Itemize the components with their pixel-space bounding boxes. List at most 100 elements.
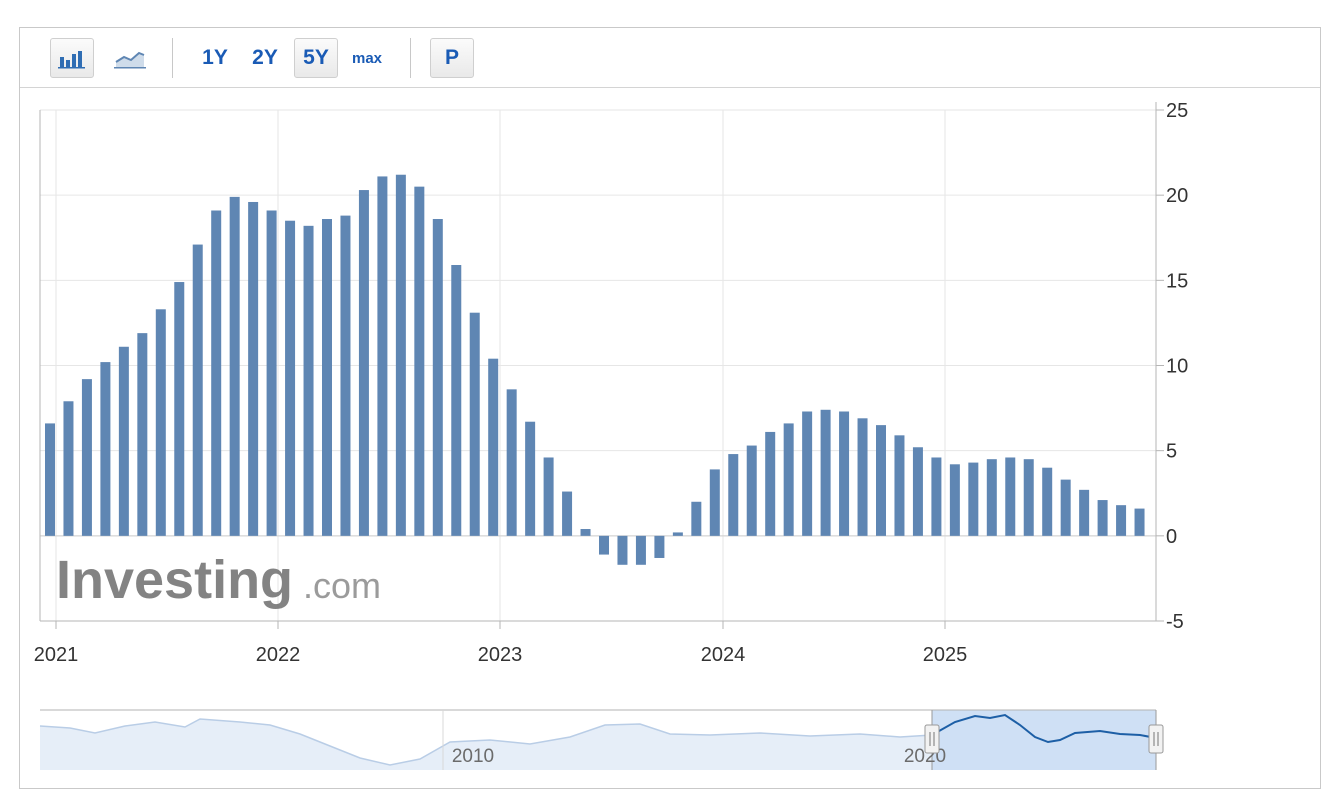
toolbar-separator xyxy=(172,38,173,78)
bar xyxy=(672,532,683,536)
bar xyxy=(525,421,536,536)
bar xyxy=(395,174,406,536)
bar xyxy=(746,445,757,536)
bar xyxy=(894,435,905,536)
bar xyxy=(562,491,573,536)
y-tick-label: 20 xyxy=(1166,185,1188,207)
range-max-button[interactable]: max xyxy=(351,49,383,67)
bar xyxy=(488,358,499,536)
bar xyxy=(266,210,277,536)
bar xyxy=(635,535,646,565)
bar xyxy=(81,379,92,536)
bar xyxy=(303,225,314,536)
toolbar-separator xyxy=(410,38,411,78)
navigator-tick-label: 2010 xyxy=(452,746,494,767)
x-tick-label: 2023 xyxy=(478,644,523,666)
bar xyxy=(358,190,369,536)
y-tick-label: 15 xyxy=(1166,270,1188,292)
navigator[interactable]: 2010 2020 xyxy=(39,709,1164,770)
bar xyxy=(100,362,111,536)
y-tick-label: -5 xyxy=(1166,611,1184,633)
grid xyxy=(40,109,1156,622)
watermark-suffix: .com xyxy=(303,565,381,606)
x-tick-label: 2025 xyxy=(923,644,968,666)
bar xyxy=(1116,505,1127,536)
chart-toolbar: 1Y 2Y 5Y max P xyxy=(20,28,1320,88)
bar xyxy=(599,535,609,555)
bar xyxy=(1060,479,1071,536)
y-tick-label: 10 xyxy=(1166,356,1188,378)
bar xyxy=(118,346,129,536)
bar xyxy=(45,423,55,536)
navigator-selection-line xyxy=(931,713,1157,744)
bar xyxy=(728,454,739,536)
bar xyxy=(155,309,166,536)
bar xyxy=(820,409,831,536)
bar xyxy=(414,186,425,536)
bar xyxy=(654,535,665,558)
bar xyxy=(839,411,850,536)
bar xyxy=(377,176,388,536)
bar xyxy=(229,196,240,536)
bar xyxy=(174,282,185,536)
y-tick-label: 5 xyxy=(1166,441,1177,463)
bar xyxy=(543,457,554,536)
bar xyxy=(469,312,480,536)
navigator-history-line xyxy=(39,718,933,766)
bar xyxy=(691,501,702,536)
bar xyxy=(211,210,222,536)
bar xyxy=(1134,508,1145,536)
range-1y-button[interactable]: 1Y xyxy=(202,46,228,69)
line-chart-icon xyxy=(114,51,146,69)
bar xyxy=(1042,467,1053,536)
bar xyxy=(137,333,148,536)
bar-series xyxy=(45,174,1145,565)
bar xyxy=(709,469,720,536)
y-tick-label: 0 xyxy=(1166,526,1177,548)
navigator-history-area xyxy=(40,719,932,770)
bar xyxy=(802,411,813,536)
x-tick-label: 2021 xyxy=(34,644,79,666)
bar xyxy=(248,201,259,536)
bar xyxy=(340,215,351,536)
p-button[interactable]: P xyxy=(430,38,474,78)
bar xyxy=(1005,457,1016,536)
bar xyxy=(968,462,979,536)
bar xyxy=(1023,459,1034,536)
bar xyxy=(912,447,923,536)
bar xyxy=(1079,489,1090,536)
bar xyxy=(783,423,794,536)
bar xyxy=(506,389,517,536)
watermark-brand: Investing xyxy=(56,550,293,610)
bar xyxy=(617,535,628,565)
bar xyxy=(1097,500,1108,536)
bar xyxy=(986,459,997,536)
navigator-handle[interactable] xyxy=(1148,724,1164,754)
bar xyxy=(285,220,296,536)
bar xyxy=(876,425,886,536)
navigator-handle-box[interactable] xyxy=(924,724,940,754)
bar xyxy=(949,464,960,536)
bar-chart-icon xyxy=(58,51,85,69)
bar xyxy=(580,529,591,536)
bar-chart-button[interactable] xyxy=(50,38,94,78)
range-2y-button[interactable]: 2Y xyxy=(252,46,278,69)
range-5y-button[interactable]: 5Y xyxy=(294,38,338,78)
navigator-handle[interactable] xyxy=(924,724,940,754)
bar xyxy=(192,244,203,536)
x-tick-label: 2024 xyxy=(701,644,746,666)
x-tick-label: 2022 xyxy=(256,644,301,666)
bar xyxy=(765,431,776,536)
y-tick-label: 25 xyxy=(1166,100,1188,122)
bar xyxy=(451,265,462,536)
bar xyxy=(432,219,443,536)
line-chart-button[interactable] xyxy=(108,38,152,78)
bar xyxy=(931,457,942,536)
bar xyxy=(322,219,332,536)
investing-watermark: Investing .com xyxy=(56,550,381,610)
bar xyxy=(857,418,868,536)
navigator-handle-box[interactable] xyxy=(1148,724,1164,754)
axes: 25 20 15 10 5 0 -5 2021 2022 2023 2024 2025 xyxy=(34,100,1189,666)
bar xyxy=(63,401,74,536)
